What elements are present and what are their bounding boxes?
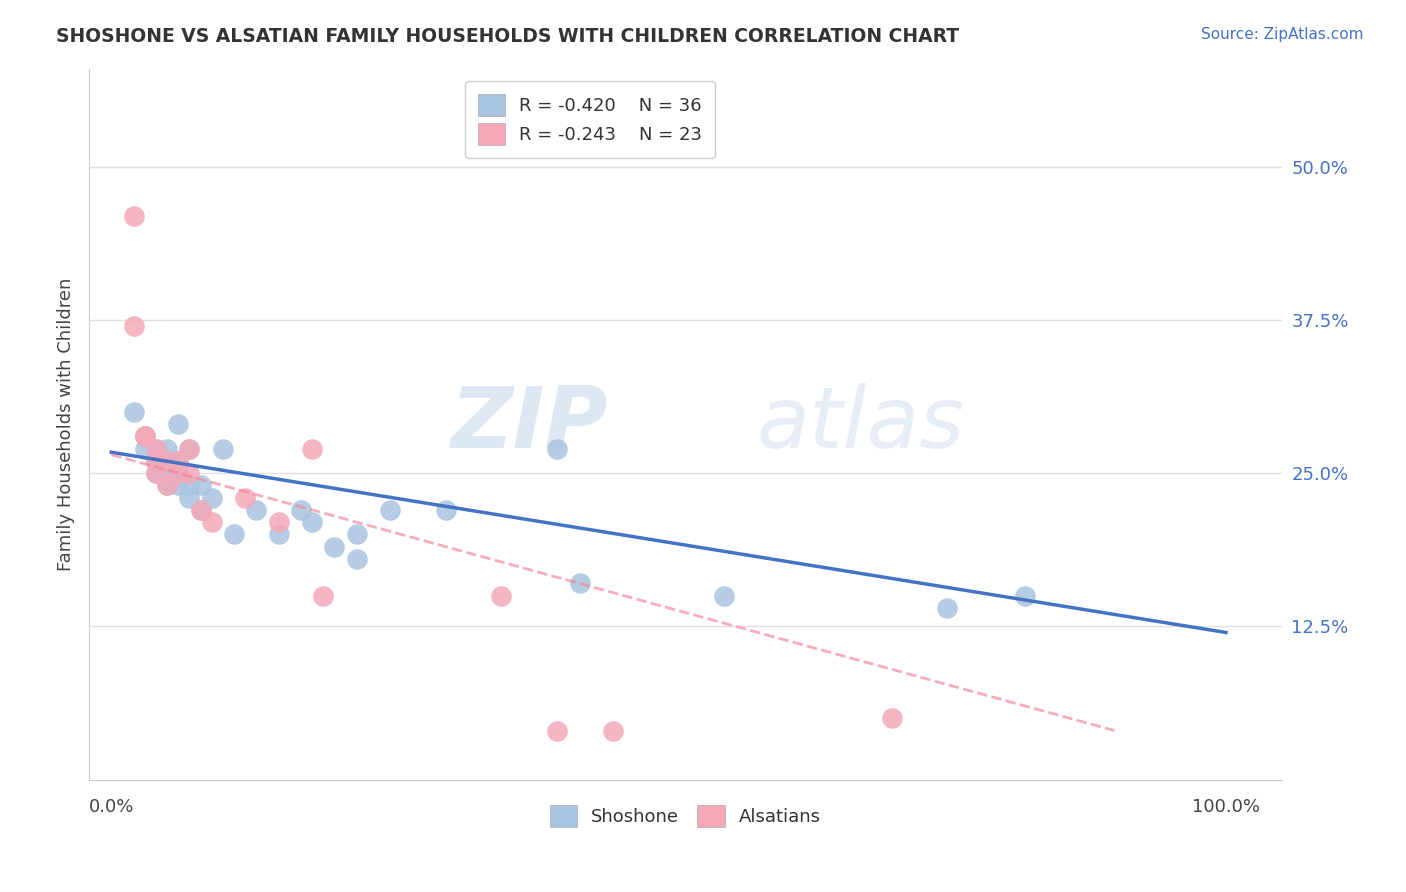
Point [167, 478, 190, 492]
Point [211, 442, 233, 456]
Point [167, 466, 190, 480]
Point [267, 527, 290, 541]
Point [145, 466, 167, 480]
Point [134, 429, 156, 443]
Point [145, 466, 167, 480]
Point [134, 442, 156, 456]
Point [290, 503, 312, 517]
Point [233, 491, 256, 505]
Point [167, 417, 190, 431]
Point [156, 478, 179, 492]
Point [245, 503, 267, 517]
Point [190, 503, 212, 517]
Point [936, 601, 959, 615]
Point [346, 552, 368, 566]
Point [122, 405, 145, 419]
Point [134, 429, 156, 443]
Point [1014, 589, 1036, 603]
Point [179, 466, 201, 480]
Point [346, 527, 368, 541]
Text: ZIP: ZIP [450, 383, 607, 466]
Point [145, 454, 167, 468]
Point [122, 209, 145, 223]
Point [156, 478, 179, 492]
Point [222, 527, 245, 541]
Legend: Shoshone, Alsatians: Shoshone, Alsatians [543, 798, 828, 835]
Point [145, 442, 167, 456]
Point [880, 711, 903, 725]
Point [546, 723, 568, 738]
Point [301, 442, 323, 456]
Point [713, 589, 735, 603]
Point [312, 589, 335, 603]
Point [434, 503, 457, 517]
Point [546, 442, 568, 456]
Point [167, 454, 190, 468]
Point [323, 540, 346, 554]
Point [378, 503, 401, 517]
Point [167, 466, 190, 480]
Point [179, 442, 201, 456]
Y-axis label: Family Households with Children: Family Households with Children [58, 277, 75, 571]
Point [167, 454, 190, 468]
Point [134, 429, 156, 443]
Point [122, 318, 145, 333]
Point [301, 515, 323, 529]
Point [190, 478, 212, 492]
Point [568, 576, 591, 591]
Point [267, 515, 290, 529]
Point [602, 723, 624, 738]
Point [179, 478, 201, 492]
Text: SHOSHONE VS ALSATIAN FAMILY HOUSEHOLDS WITH CHILDREN CORRELATION CHART: SHOSHONE VS ALSATIAN FAMILY HOUSEHOLDS W… [56, 27, 959, 45]
Text: Source: ZipAtlas.com: Source: ZipAtlas.com [1201, 27, 1364, 42]
Point [156, 454, 179, 468]
Point [145, 442, 167, 456]
Point [156, 442, 179, 456]
Point [201, 515, 224, 529]
Point [156, 454, 179, 468]
Text: atlas: atlas [756, 383, 965, 466]
Point [179, 442, 201, 456]
Point [201, 491, 224, 505]
Point [145, 454, 167, 468]
Point [179, 491, 201, 505]
Point [491, 589, 513, 603]
Point [190, 503, 212, 517]
Point [156, 466, 179, 480]
